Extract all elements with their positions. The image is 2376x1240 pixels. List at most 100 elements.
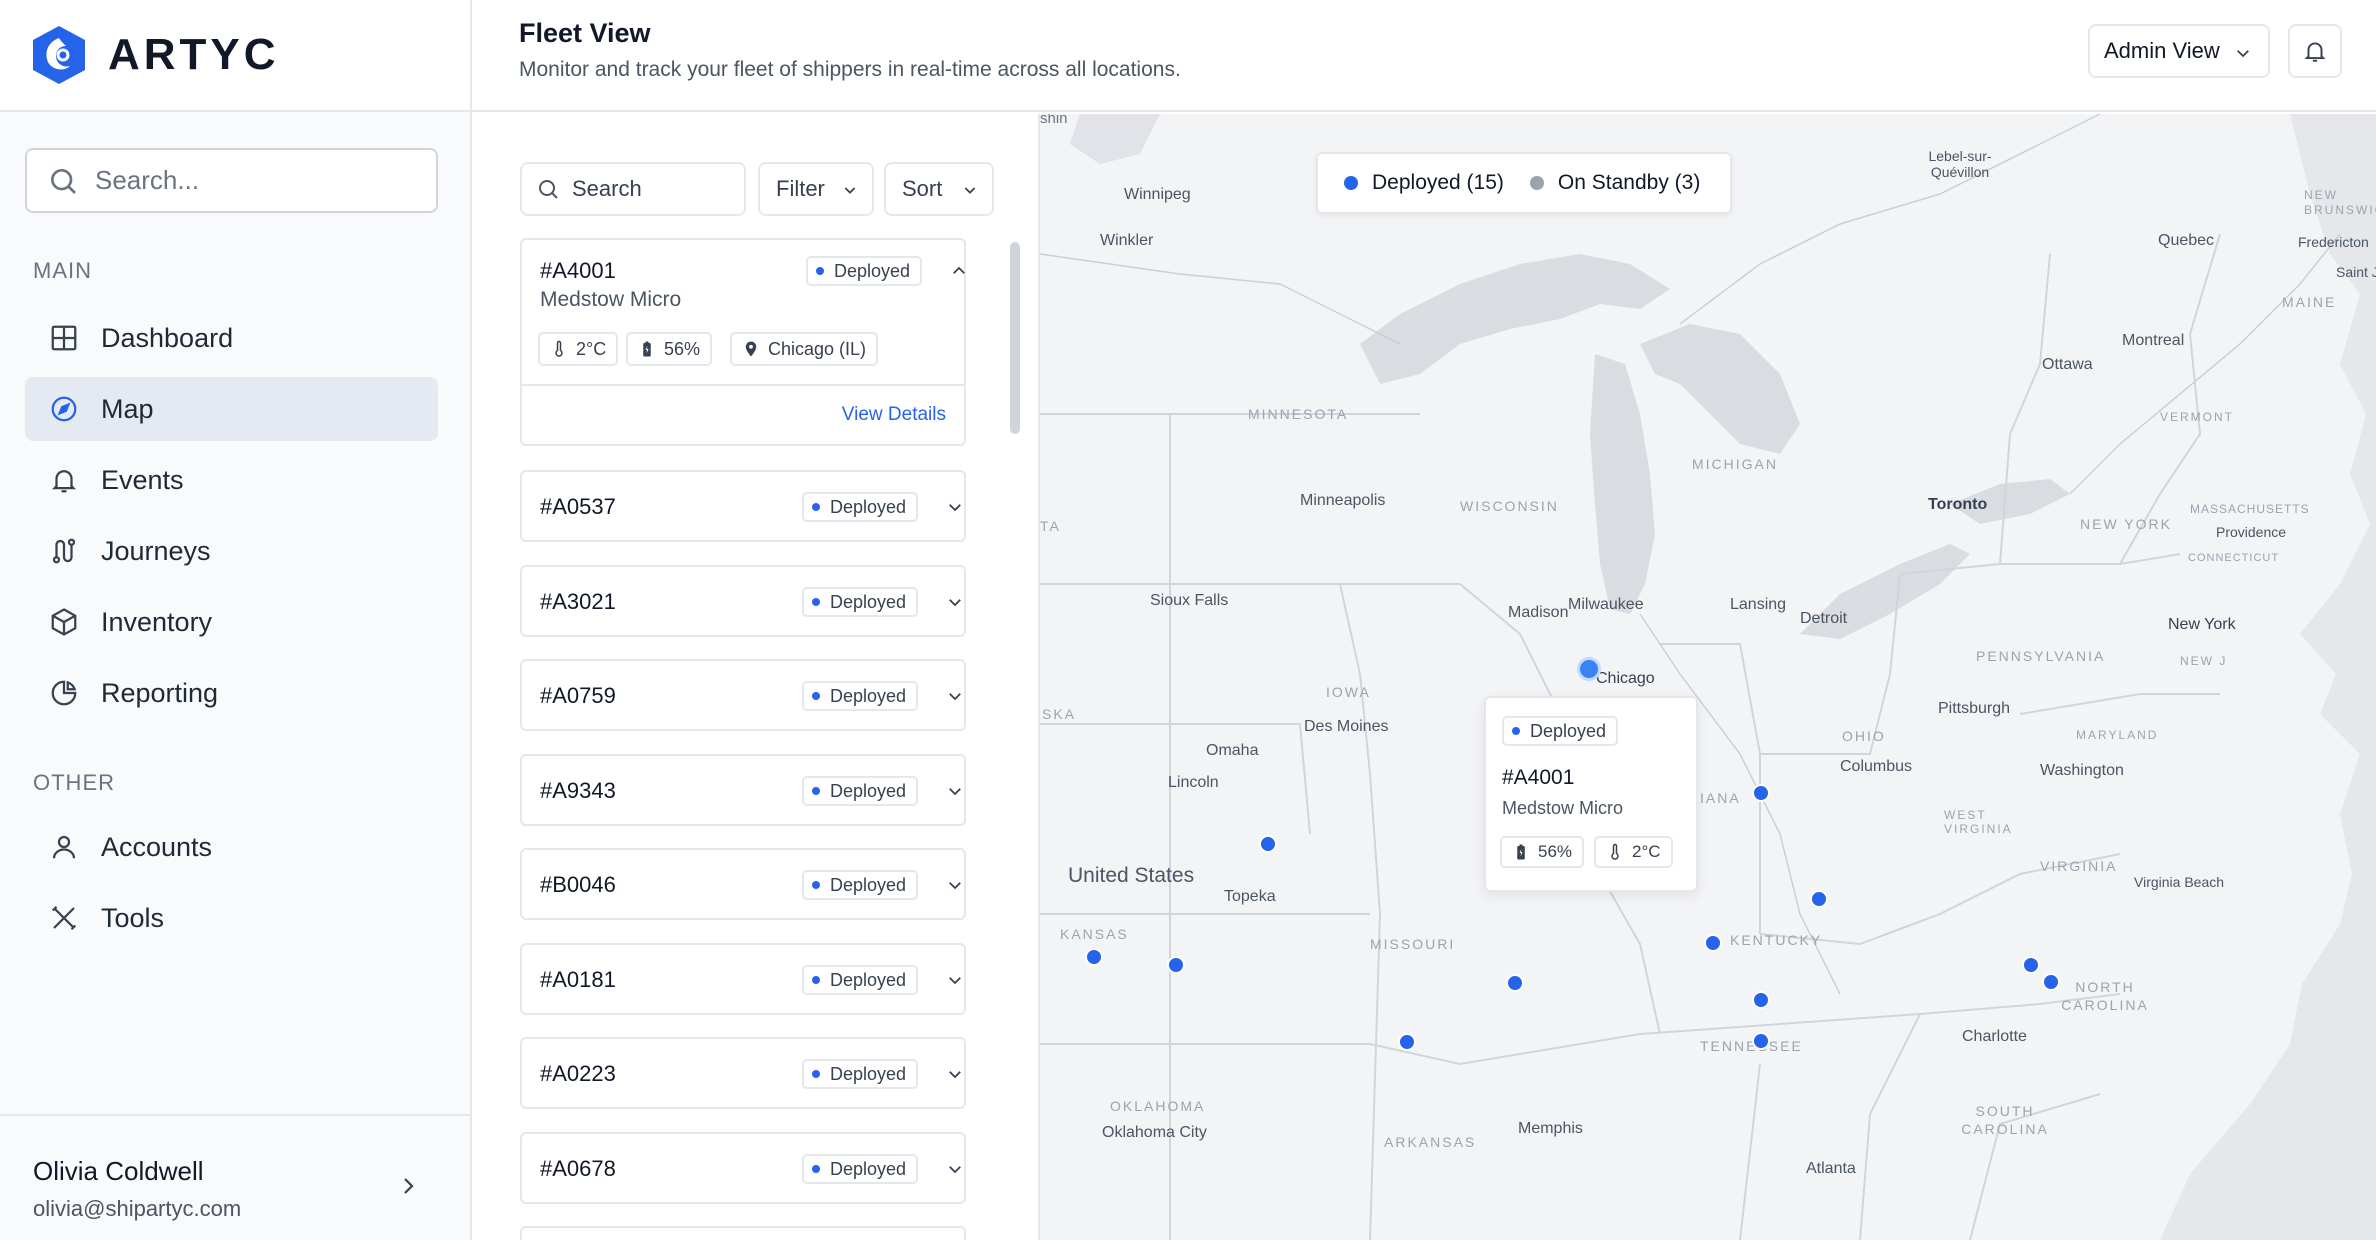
- fleet-map[interactable]: shin Winnipeg Winkler Lebel-sur-Quévillo…: [1040, 114, 2376, 1240]
- user-panel[interactable]: Olivia Coldwell olivia@shipartyc.com: [0, 1114, 470, 1240]
- map-marker[interactable]: [1167, 956, 1185, 974]
- shipper-card[interactable]: #A0181 Deployed: [520, 943, 966, 1015]
- map-label: Milwaukee: [1568, 596, 1644, 613]
- map-marker[interactable]: [2042, 973, 2060, 991]
- shipper-id: #A0223: [540, 1061, 616, 1086]
- shipper-id: #A3021: [540, 589, 616, 614]
- sort-button[interactable]: Sort: [884, 162, 994, 216]
- temperature-chip: 2°C: [538, 332, 619, 366]
- chevron-right-icon: [404, 1178, 414, 1194]
- sidebar-search-input[interactable]: Search...: [25, 148, 438, 213]
- status-badge: Deployed: [802, 965, 919, 995]
- status-label: Deployed: [830, 685, 907, 706]
- shipper-id: #A4001: [540, 258, 616, 283]
- chevron-down-icon: [844, 187, 856, 194]
- map-label: VERMONT: [2160, 410, 2234, 424]
- map-label: TENNESSEE: [1700, 1038, 1803, 1054]
- route-icon: [52, 538, 76, 564]
- status-dot: [812, 503, 820, 511]
- user-email: olivia@shipartyc.com: [33, 1196, 242, 1221]
- location-value: Chicago (IL): [768, 338, 867, 359]
- map-label: Columbus: [1840, 758, 1913, 775]
- map-label: NEW J: [2180, 654, 2228, 668]
- page-header: Fleet View Monitor and track your fleet …: [472, 0, 2376, 112]
- brand-name: ARTYC: [108, 30, 280, 79]
- list-search-input[interactable]: Search: [520, 162, 746, 216]
- map-marker[interactable]: [1259, 835, 1277, 853]
- chevron-down-icon[interactable]: [946, 876, 964, 894]
- chevron-down-icon[interactable]: [946, 1065, 964, 1083]
- compass-icon: [51, 396, 77, 422]
- legend-item-standby[interactable]: On Standby (3): [1529, 171, 1700, 195]
- chevron-down-icon[interactable]: [946, 593, 964, 611]
- nav-item-reporting[interactable]: Reporting: [25, 661, 438, 725]
- shipper-card-partial[interactable]: [520, 1226, 966, 1240]
- nav-item-map[interactable]: Map: [25, 377, 438, 441]
- map-label: Omaha: [1206, 742, 1259, 759]
- list-scrollbar[interactable]: [1010, 242, 1020, 434]
- nav-label-map: Map: [101, 393, 154, 424]
- chevron-up-icon[interactable]: [950, 262, 968, 280]
- map-marker[interactable]: [1704, 934, 1722, 952]
- status-label: Deployed: [830, 780, 907, 801]
- nav-item-accounts[interactable]: Accounts: [25, 815, 438, 879]
- map-label: KENTUCKY: [1730, 932, 1823, 948]
- notifications-button[interactable]: [2288, 24, 2342, 78]
- view-details-link[interactable]: View Details: [841, 404, 946, 425]
- tools-icon: [51, 905, 77, 931]
- map-label: MINNESOTA: [1248, 406, 1349, 422]
- map-marker[interactable]: [1752, 784, 1770, 802]
- nav-item-tools[interactable]: Tools: [25, 886, 438, 950]
- nav-item-journeys[interactable]: Journeys: [25, 519, 438, 583]
- shipper-card[interactable]: #A3021 Deployed: [520, 565, 966, 637]
- status-dot: [812, 1070, 820, 1078]
- nav-label-accounts: Accounts: [101, 831, 213, 862]
- section-label-main: MAIN: [33, 258, 92, 283]
- map-label: New York: [2168, 616, 2236, 633]
- map-marker[interactable]: [1810, 890, 1828, 908]
- shipper-card[interactable]: #A0537 Deployed: [520, 470, 966, 542]
- map-marker-selected[interactable]: [1577, 657, 1601, 681]
- map-marker[interactable]: [1398, 1033, 1416, 1051]
- map-basemap: [1040, 114, 2376, 1240]
- shipper-card[interactable]: #A9343 Deployed: [520, 754, 966, 826]
- shipper-card[interactable]: #A0223 Deployed: [520, 1037, 966, 1109]
- chevron-down-icon[interactable]: [946, 687, 964, 705]
- chevron-down-icon[interactable]: [946, 971, 964, 989]
- map-label: SKA: [1042, 706, 1077, 722]
- battery-icon: [1517, 844, 1525, 860]
- chevron-down-icon[interactable]: [946, 1160, 964, 1178]
- shipper-card[interactable]: #B0046 Deployed: [520, 848, 966, 920]
- map-marker[interactable]: [1752, 991, 1770, 1009]
- status-badge: Deployed: [802, 681, 919, 711]
- map-label: Oklahoma City: [1102, 1124, 1207, 1141]
- nav-item-dashboard[interactable]: Dashboard: [25, 306, 438, 370]
- shipper-card[interactable]: #A0759 Deployed: [520, 659, 966, 731]
- map-label: KANSAS: [1060, 926, 1129, 942]
- popup-temperature-chip: 2°C: [1594, 836, 1673, 868]
- view-select[interactable]: Admin View: [2088, 24, 2270, 78]
- search-icon: [539, 180, 558, 199]
- shipper-card-expanded[interactable]: #A4001 Deployed Medstow Micro 2°C 56% Ch…: [520, 238, 966, 446]
- map-label: OKLAHOMA: [1110, 1098, 1206, 1114]
- legend-item-deployed[interactable]: Deployed (15): [1344, 171, 1504, 195]
- sort-label: Sort: [902, 176, 943, 201]
- chevron-down-icon[interactable]: [946, 782, 964, 800]
- map-label: MICHIGAN: [1692, 456, 1778, 472]
- filter-button[interactable]: Filter: [758, 162, 874, 216]
- map-legend: Deployed (15) On Standby (3): [1316, 152, 1732, 214]
- nav-item-inventory[interactable]: Inventory: [25, 590, 438, 654]
- map-popup[interactable]: Deployed #A4001 Medstow Micro 56% 2°C: [1484, 696, 1698, 892]
- nav-label-journeys: Journeys: [101, 535, 211, 566]
- map-marker[interactable]: [1752, 1032, 1770, 1050]
- shipper-name: Medstow Micro: [540, 288, 682, 311]
- chevron-down-icon[interactable]: [946, 498, 964, 516]
- map-marker[interactable]: [2022, 956, 2040, 974]
- map-label: Madison: [1508, 604, 1569, 621]
- map-label: SOUTH CAROLINA: [1961, 1103, 2049, 1137]
- map-marker[interactable]: [1085, 948, 1103, 966]
- status-badge: Deployed: [802, 1154, 919, 1184]
- nav-item-events[interactable]: Events: [25, 448, 438, 512]
- map-marker[interactable]: [1506, 974, 1524, 992]
- shipper-card[interactable]: #A0678 Deployed: [520, 1132, 966, 1204]
